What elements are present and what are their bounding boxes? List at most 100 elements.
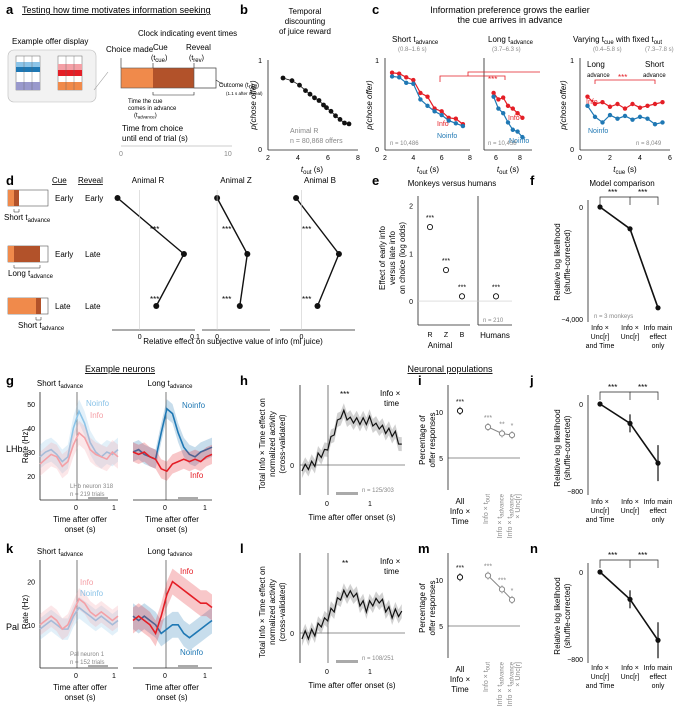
series-point-noinfo (585, 103, 590, 109)
series-point-noinfo (496, 106, 501, 111)
svg-text:(3.7–6.3 s): (3.7–6.3 s) (492, 47, 521, 53)
series-point-noinfo (389, 74, 395, 79)
series-point-info (491, 90, 496, 96)
svg-text:1: 1 (203, 673, 207, 680)
svg-text:p(chose offer): p(chose offer) (249, 80, 258, 131)
percent-point (508, 431, 516, 439)
svg-text:***: *** (618, 73, 627, 82)
series-point-info (592, 101, 598, 107)
x-tick-label: 2 (266, 155, 270, 162)
svg-text:Info: Info (90, 411, 104, 420)
svg-text:Humans: Humans (480, 331, 510, 340)
svg-text:0: 0 (163, 505, 167, 512)
series-point-noinfo (460, 123, 466, 129)
panel-d: d Cue Reveal Early Early Early Late Late… (4, 173, 355, 346)
model-label: and Time (586, 517, 615, 524)
x-tick-label: 8 (468, 155, 472, 162)
svg-text:Effect of early info: Effect of early info (378, 226, 387, 290)
series-point-info (600, 99, 605, 105)
series-point-info (411, 77, 416, 83)
effect-point (442, 267, 450, 274)
series-point-noinfo (622, 113, 628, 119)
svg-text:0: 0 (375, 147, 379, 154)
effect-band (302, 403, 402, 478)
svg-text:(shuffle-corrected): (shuffle-corrected) (563, 229, 572, 294)
model-point (597, 401, 603, 407)
svg-text:0: 0 (325, 669, 329, 676)
svg-text:n = 108/251: n = 108/251 (362, 656, 395, 662)
svg-text:Long tadvance: Long tadvance (148, 547, 194, 558)
series-point-noinfo (501, 111, 506, 116)
trace-info-long-band (133, 442, 212, 481)
panel-b: b Temporal discounting of juice reward 1… (240, 2, 360, 176)
svg-text:Info × tadvance: Info × tadvance (507, 661, 516, 706)
svg-text:1: 1 (375, 58, 379, 65)
svg-text:Rate (Hz): Rate (Hz) (21, 429, 30, 464)
series-point-noinfo (453, 121, 459, 126)
model-label: Unc[r] (591, 508, 610, 515)
svg-text:tout (s): tout (s) (417, 165, 439, 176)
svg-text:versus late info: versus late info (388, 231, 397, 285)
svg-text:comes in advance: comes in advance (128, 106, 177, 112)
cue-label: Cue (153, 43, 168, 52)
svg-text:Late: Late (85, 302, 101, 311)
svg-text:onset (s): onset (s) (64, 525, 95, 534)
model-label: only (652, 343, 665, 350)
series-point-noinfo (418, 97, 423, 102)
svg-text:Time: Time (451, 685, 469, 694)
svg-text:Info: Info (180, 567, 194, 576)
y-tick-label: 2 (409, 204, 413, 211)
series-point-info (645, 103, 650, 109)
series-point-info (396, 71, 402, 76)
model-point (655, 305, 661, 311)
series-point-noinfo (396, 75, 402, 80)
model-point (655, 637, 661, 643)
svg-text:0: 0 (290, 631, 294, 638)
series-point-noinfo (411, 81, 416, 86)
model-label: only (652, 683, 665, 690)
trace-noinfo-long (132, 615, 213, 639)
svg-text:−4,000: −4,000 (561, 317, 583, 324)
svg-text:***: *** (608, 188, 617, 197)
svg-text:onset (s): onset (s) (64, 693, 95, 702)
svg-text:Animal B: Animal B (304, 176, 336, 185)
svg-text:n = 80,868 offers: n = 80,868 offers (290, 138, 343, 145)
effect-point (492, 293, 500, 300)
series-point-info (607, 104, 613, 109)
svg-text:(tadvance): (tadvance) (134, 113, 157, 120)
animal-line (117, 197, 185, 307)
significance-label: *** (492, 284, 500, 291)
animal-point (244, 251, 251, 257)
svg-text:Short tadvance: Short tadvance (37, 379, 84, 390)
svg-text:0: 0 (579, 570, 583, 577)
svg-text:n = 10,458: n = 10,458 (488, 141, 517, 147)
percent-point (508, 596, 516, 603)
model-line (599, 206, 659, 309)
series-point-noinfo (592, 114, 598, 120)
svg-text:Monkeys versus humans: Monkeys versus humans (408, 179, 496, 188)
svg-text:tout (s): tout (s) (301, 165, 323, 176)
svg-text:f: f (530, 173, 535, 188)
svg-text:−800: −800 (567, 489, 583, 496)
series-point-info (453, 116, 459, 121)
svg-text:n = 10,486: n = 10,486 (390, 141, 419, 147)
series-point-info (501, 95, 506, 100)
discount-point (280, 75, 286, 81)
model-label: Unc[r] (621, 674, 640, 681)
svg-text:× Unc[r]: × Unc[r] (515, 494, 522, 519)
animal-line (216, 197, 249, 307)
series-point-info (660, 99, 665, 105)
svg-text:k: k (6, 541, 14, 556)
svg-text:Reveal: Reveal (78, 176, 103, 185)
svg-text:Time after offer: Time after offer (53, 683, 107, 692)
x-tick-label: 6 (668, 155, 672, 162)
series-point-noinfo (607, 112, 613, 118)
discount-point (346, 121, 352, 127)
category-label: B (460, 332, 465, 339)
offer-icon-right (57, 55, 83, 91)
svg-text:m: m (418, 541, 430, 556)
svg-text:1: 1 (258, 58, 262, 65)
svg-text:***: *** (340, 390, 349, 399)
panel-i: i 10 5 Percentage of offer responses ***… (418, 373, 522, 538)
svg-text:**: ** (342, 559, 348, 568)
